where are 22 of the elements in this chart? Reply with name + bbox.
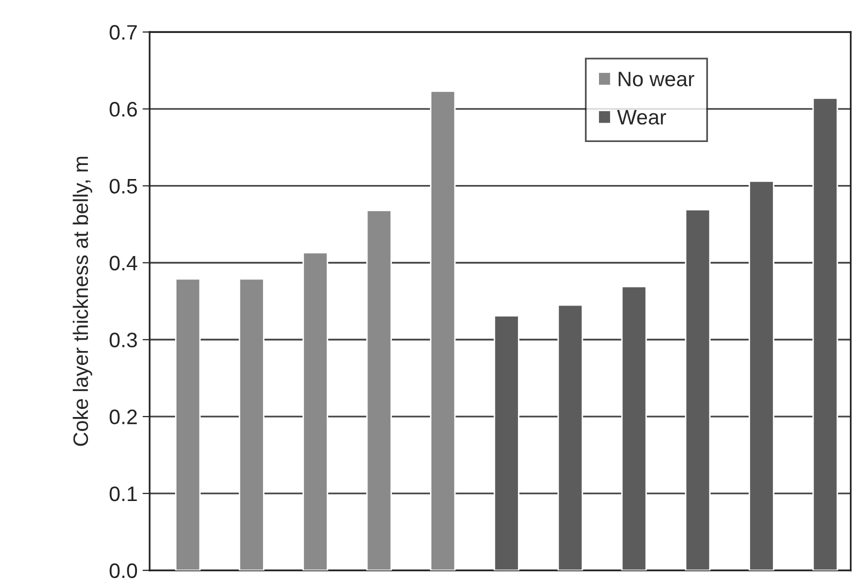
y-axis-title: Coke layer thickness at belly, m [72, 156, 92, 446]
bar [812, 97, 838, 570]
bar [748, 180, 774, 570]
y-tick-label: 0.2 [110, 410, 137, 424]
y-tick-label: 0.6 [110, 102, 137, 117]
y-tick-label: 0.5 [110, 178, 137, 194]
y-tick-label: 0.0 [110, 563, 138, 578]
bar [366, 210, 392, 570]
bar [430, 90, 456, 570]
bar [557, 304, 584, 570]
bar [238, 278, 264, 570]
bar [621, 286, 647, 570]
bar [175, 278, 201, 570]
y-tick-label: 0.3 [110, 332, 137, 348]
legend-label: No wear [618, 72, 694, 86]
bar [684, 208, 711, 570]
y-tick-label: 0.1 [110, 486, 137, 502]
bar [494, 315, 520, 570]
y-tick-label: 0.4 [110, 256, 138, 270]
y-tick-label: 0.7 [110, 25, 137, 40]
bar [302, 252, 328, 570]
legend-label: Wear [617, 110, 666, 125]
